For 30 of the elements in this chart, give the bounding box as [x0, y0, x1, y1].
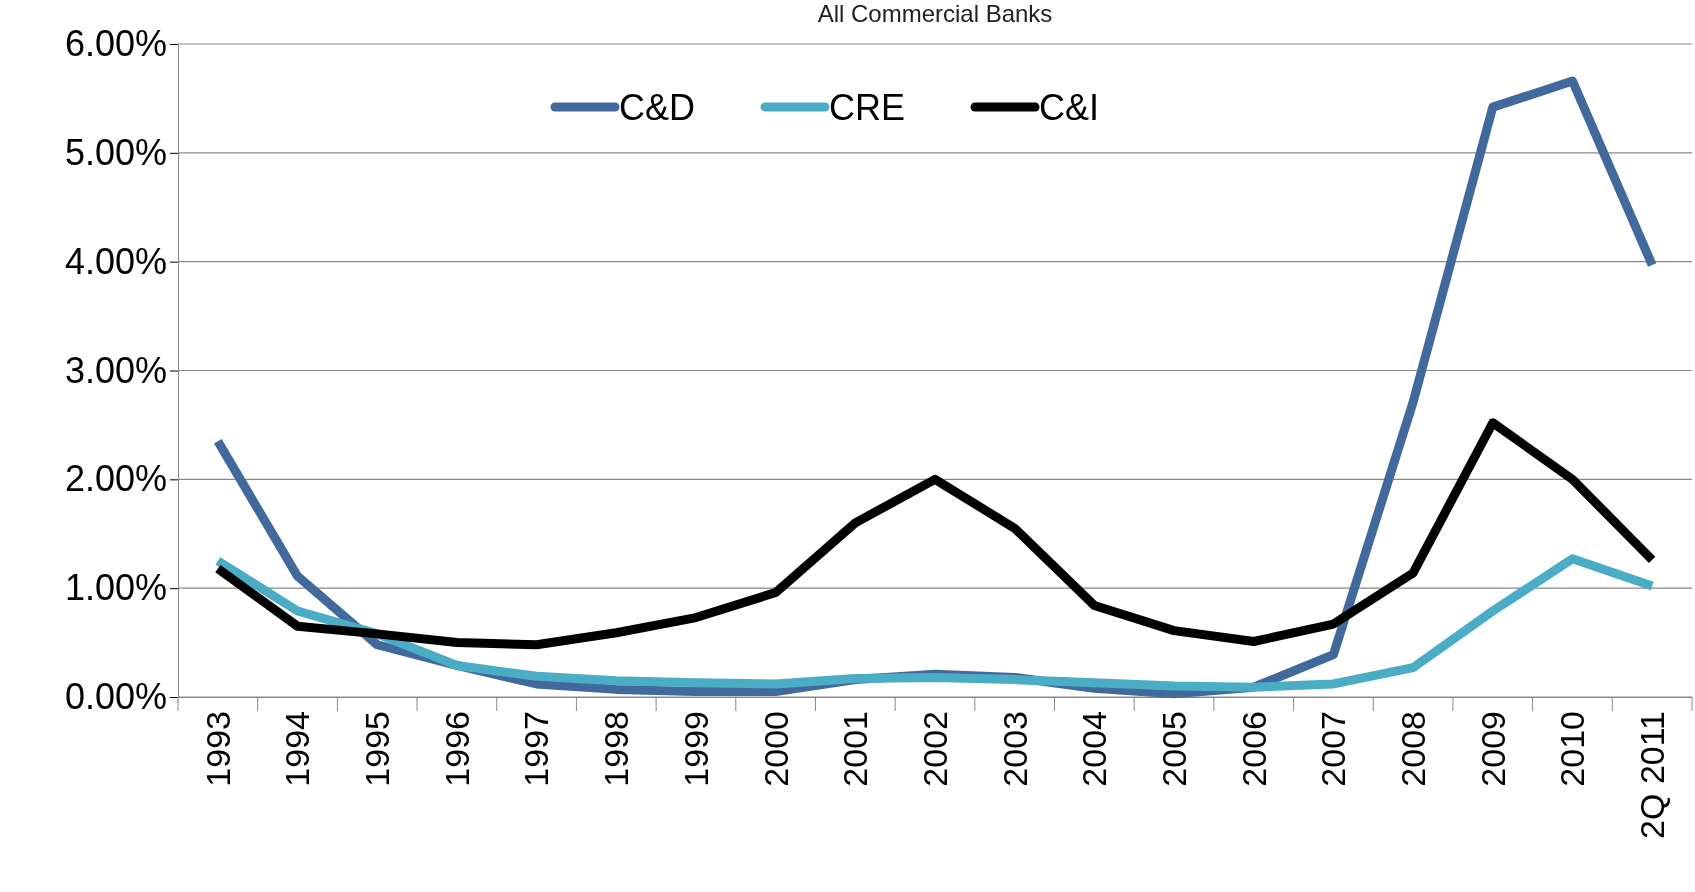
x-tick-label: 2006 [1234, 711, 1273, 787]
chart-title: All Commercial Banks [817, 0, 1053, 27]
x-tick-label: 2008 [1394, 711, 1433, 787]
x-tick-label: 2010 [1553, 711, 1592, 787]
x-tick-label: 2000 [756, 711, 795, 787]
y-tick-label: 0.00% [64, 676, 167, 718]
x-tick-label: 2005 [1154, 711, 1193, 787]
x-tick-label: 2001 [836, 711, 875, 787]
x-tick-label: 1994 [278, 711, 317, 787]
y-tick-label: 1.00% [64, 567, 167, 609]
legend-label: CRE [829, 86, 906, 128]
x-tick-label: 2Q 2011 [1633, 711, 1672, 839]
x-tick-label: 2002 [915, 711, 954, 787]
y-tick-label: 3.00% [64, 349, 167, 391]
x-tick-label: 2004 [1075, 711, 1114, 787]
x-tick-label: 2007 [1314, 711, 1353, 787]
y-tick-label: 4.00% [64, 240, 167, 282]
y-tick-label: 6.00% [64, 23, 167, 65]
legend-label: C&I [1039, 86, 1100, 128]
y-tick-label: 2.00% [64, 458, 167, 500]
x-tick-label: 1996 [437, 711, 476, 787]
x-tick-label: 1999 [676, 711, 715, 787]
x-tick-label: 2009 [1473, 711, 1512, 787]
legend-label: C&D [619, 86, 696, 128]
x-tick-label: 2003 [995, 711, 1034, 787]
x-tick-label: 1993 [198, 711, 237, 787]
x-tick-label: 1995 [358, 711, 397, 787]
x-tick-label: 1997 [517, 711, 556, 787]
y-tick-label: 5.00% [64, 131, 167, 173]
x-tick-label: 1998 [597, 711, 636, 787]
